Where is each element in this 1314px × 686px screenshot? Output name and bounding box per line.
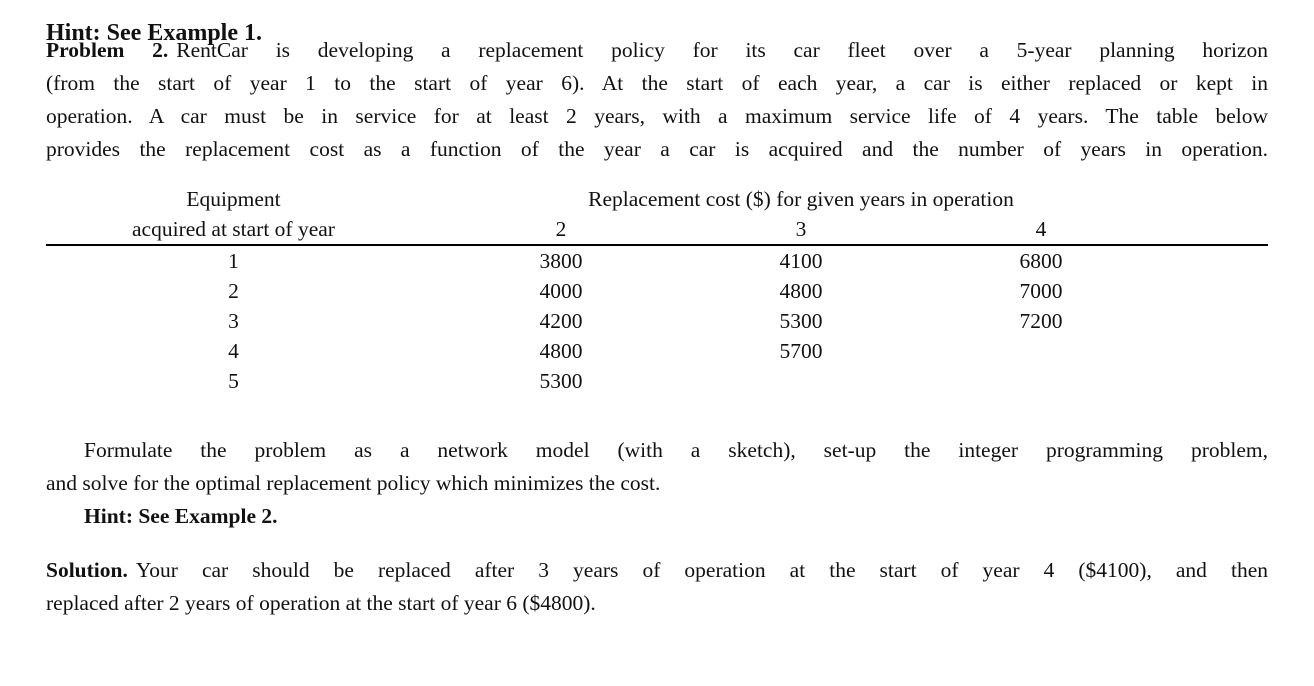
acquired-year-cell: 1 [228, 249, 239, 273]
problem-line-4: provides the replacement cost as a funct… [46, 137, 1268, 161]
solution-label: Solution. [46, 558, 128, 582]
table-row: 2 4000 4800 7000 [46, 276, 1268, 306]
table-header-row-2: acquired at start of year 2 3 4 [46, 214, 1268, 246]
cost-cell-3yr: 4100 [779, 249, 823, 273]
filler-cell [1181, 336, 1268, 366]
table-header-row-1: Equipment Replacement cost ($) for given… [46, 184, 1268, 214]
year-col-header-2: 2 [421, 214, 701, 246]
solution-line-1-text: Your car should be replaced after 3 year… [135, 558, 1268, 582]
problem-line-1-text: RentCar is developing a replacement poli… [176, 38, 1269, 62]
cost-cell-3yr: 5300 [779, 309, 823, 333]
problem-label: Problem 2. [46, 38, 169, 62]
filler-cell [1181, 184, 1268, 214]
filler-cell [1181, 245, 1268, 276]
cost-cell-2yr: 3800 [539, 249, 583, 273]
solution-paragraph: Solution. Your car should be replaced aft… [46, 554, 1268, 620]
cost-cell-4yr: 7200 [1019, 309, 1063, 333]
cost-cell-2yr: 4200 [539, 309, 583, 333]
task-paragraph: Formulate the problem as a network model… [46, 434, 1268, 533]
acquired-year-cell: 5 [228, 369, 239, 393]
year-col-header-3: 3 [701, 214, 901, 246]
table-row: 3 4200 5300 7200 [46, 306, 1268, 336]
acquired-year-cell: 4 [228, 339, 239, 363]
problem-paragraph: Problem 2. RentCar is developing a replac… [46, 34, 1268, 166]
solution-line-1: Solution. Your car should be replaced aft… [46, 554, 1268, 587]
group-header: Replacement cost ($) for given years in … [588, 187, 1014, 211]
problem-line-2: (from the start of year 1 to the start o… [46, 71, 1268, 95]
cost-cell-4yr: 7000 [1019, 279, 1063, 303]
hint-line: Hint: See Example 2. [84, 504, 278, 528]
cost-cell-2yr: 4800 [539, 339, 583, 363]
cost-cell-3yr [701, 366, 901, 396]
filler-cell [1181, 306, 1268, 336]
year-col-header-4: 4 [901, 214, 1181, 246]
cost-cell-4yr [901, 366, 1181, 396]
cost-cell-4yr: 6800 [1019, 249, 1063, 273]
cost-cell-2yr: 4000 [539, 279, 583, 303]
problem-line-1: Problem 2. RentCar is developing a replac… [46, 34, 1268, 67]
col1-header-line2: acquired at start of year [46, 214, 421, 246]
cost-cell-2yr: 5300 [539, 369, 583, 393]
cost-cell-3yr: 5700 [779, 339, 823, 363]
solution-line-2: replaced after 2 years of operation at t… [46, 591, 596, 615]
document-page: { "clipped_line": { "text": "Hint: See E… [0, 20, 1314, 686]
filler-cell [1181, 366, 1268, 396]
filler-cell [1181, 214, 1268, 246]
document-content: Problem 2. RentCar is developing a replac… [0, 34, 1314, 620]
replacement-cost-table: Equipment Replacement cost ($) for given… [46, 184, 1268, 396]
col1-header-line1: Equipment [186, 187, 281, 211]
clipped-hint-line: Hint: See Example 1. [46, 20, 262, 46]
acquired-year-cell: 2 [228, 279, 239, 303]
table-row: 1 3800 4100 6800 [46, 245, 1268, 276]
cost-cell-3yr: 4800 [779, 279, 823, 303]
cost-cell-4yr [901, 336, 1181, 366]
acquired-year-cell: 3 [228, 309, 239, 333]
task-line-1: Formulate the problem as a network model… [84, 438, 1268, 462]
problem-line-3: operation. A car must be in service for … [46, 104, 1268, 128]
table-row: 5 5300 [46, 366, 1268, 396]
task-line-2: and solve for the optimal replacement po… [46, 471, 661, 495]
filler-cell [1181, 276, 1268, 306]
table-row: 4 4800 5700 [46, 336, 1268, 366]
